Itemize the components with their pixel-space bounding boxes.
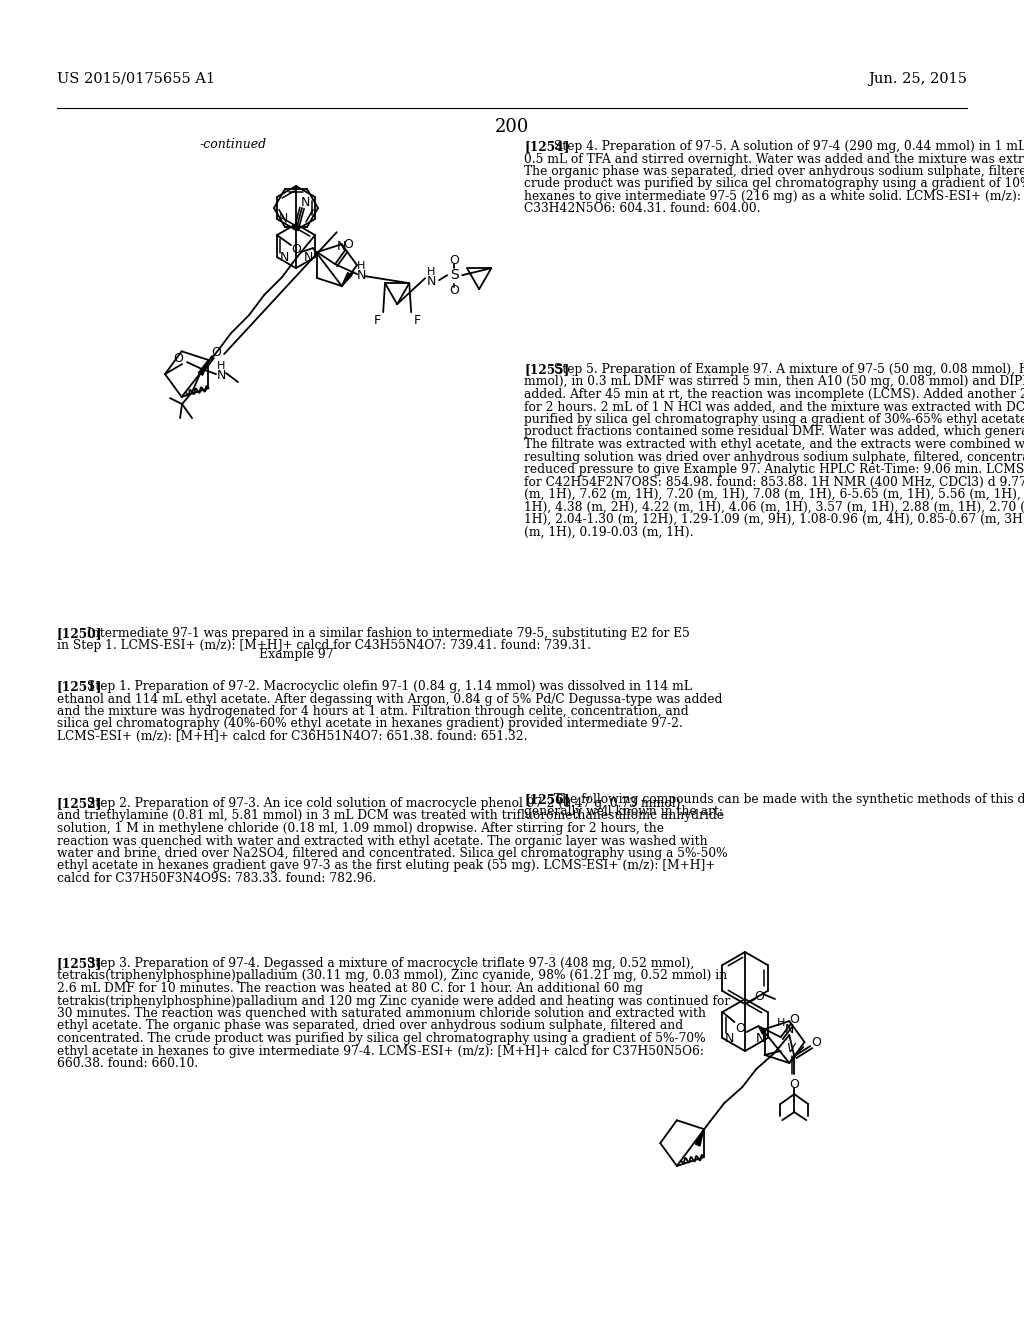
Text: H: H — [777, 1018, 785, 1028]
Text: [1253]: [1253] — [57, 957, 102, 970]
Text: water and brine, dried over Na2SO4, filtered and concentrated. Silica gel chroma: water and brine, dried over Na2SO4, filt… — [57, 847, 728, 861]
Text: O: O — [173, 351, 183, 364]
Text: N: N — [725, 1031, 734, 1044]
Text: added. After 45 min at rt, the reaction was incomplete (LCMS). Added another 20 : added. After 45 min at rt, the reaction … — [524, 388, 1024, 401]
Text: F: F — [374, 314, 381, 326]
Text: O: O — [450, 284, 459, 297]
Text: LCMS-ESI+ (m/z): [M+H]+ calcd for C36H51N4O7: 651.38. found: 651.32.: LCMS-ESI+ (m/z): [M+H]+ calcd for C36H51… — [57, 730, 527, 743]
Text: Example 97: Example 97 — [259, 648, 334, 661]
Text: N: N — [216, 368, 225, 381]
Text: calcd for C37H50F3N4O9S: 783.33. found: 782.96.: calcd for C37H50F3N4O9S: 783.33. found: … — [57, 873, 377, 884]
Text: and triethylamine (0.81 ml, 5.81 mmol) in 3 mL DCM was treated with trifluoromet: and triethylamine (0.81 ml, 5.81 mmol) i… — [57, 809, 724, 822]
Text: N: N — [337, 240, 346, 252]
Text: generally well known in the art:: generally well known in the art: — [524, 805, 723, 818]
Text: [1254]: [1254] — [524, 140, 569, 153]
Text: 660.38. found: 660.10.: 660.38. found: 660.10. — [57, 1057, 199, 1071]
Text: reaction was quenched with water and extracted with ethyl acetate. The organic l: reaction was quenched with water and ext… — [57, 834, 708, 847]
Text: Step 1. Preparation of 97-2. Macrocyclic olefin 97-1 (0.84 g, 1.14 mmol) was dis: Step 1. Preparation of 97-2. Macrocyclic… — [83, 680, 691, 693]
Text: tetrakis(triphenylphosphine)palladium and 120 mg Zinc cyanide were added and hea: tetrakis(triphenylphosphine)palladium an… — [57, 994, 730, 1007]
Text: H: H — [427, 267, 435, 277]
Polygon shape — [759, 1026, 767, 1034]
Text: ethyl acetate in hexanes gradient gave 97-3 as the first eluting peak (55 mg). L: ethyl acetate in hexanes gradient gave 9… — [57, 859, 716, 873]
Text: O: O — [450, 253, 459, 267]
Text: Step 5. Preparation of Example 97. A mixture of 97-5 (50 mg, 0.08 mmol), HATU (3: Step 5. Preparation of Example 97. A mix… — [550, 363, 1024, 376]
Text: The filtrate was extracted with ethyl acetate, and the extracts were combined wi: The filtrate was extracted with ethyl ac… — [524, 438, 1024, 451]
Text: tetrakis(triphenylphosphine)palladium (30.11 mg, 0.03 mmol), Zinc cyanide, 98% (: tetrakis(triphenylphosphine)palladium (3… — [57, 969, 727, 982]
Text: (m, 1H), 7.62 (m, 1H), 7.20 (m, 1H), 7.08 (m, 1H), 6-5.65 (m, 1H), 5.56 (m, 1H),: (m, 1H), 7.62 (m, 1H), 7.20 (m, 1H), 7.0… — [524, 488, 1024, 502]
Text: (m, 1H), 0.19-0.03 (m, 1H).: (m, 1H), 0.19-0.03 (m, 1H). — [524, 525, 693, 539]
Text: hexanes to give intermediate 97-5 (216 mg) as a white solid. LCMS-ESI+ (m/z): [M: hexanes to give intermediate 97-5 (216 m… — [524, 190, 1024, 203]
Text: S: S — [450, 268, 459, 282]
Text: The following compounds can be made with the synthetic methods of this disclosur: The following compounds can be made with… — [550, 793, 1024, 807]
Text: 200: 200 — [495, 117, 529, 136]
Text: N: N — [356, 269, 366, 281]
Text: for C42H54F2N7O8S: 854.98. found: 853.88. 1H NMR (400 MHz, CDCl3) d 9.77 (br s, : for C42H54F2N7O8S: 854.98. found: 853.88… — [524, 475, 1024, 488]
Polygon shape — [695, 1129, 703, 1146]
Text: O: O — [211, 346, 221, 359]
Text: 0.5 mL of TFA and stirred overnight. Water was added and the mixture was extract: 0.5 mL of TFA and stirred overnight. Wat… — [524, 153, 1024, 165]
Text: concentrated. The crude product was purified by silica gel chromatography using : concentrated. The crude product was puri… — [57, 1032, 706, 1045]
Text: US 2015/0175655 A1: US 2015/0175655 A1 — [57, 73, 215, 86]
Text: resulting solution was dried over anhydrous sodium sulphate, filtered, concentra: resulting solution was dried over anhydr… — [524, 450, 1024, 463]
Text: Step 4. Preparation of 97-5. A solution of 97-4 (290 mg, 0.44 mmol) in 1 mL DCM : Step 4. Preparation of 97-5. A solution … — [550, 140, 1024, 153]
Polygon shape — [342, 273, 352, 286]
Text: solution, 1 M in methylene chloride (0.18 ml, 1.09 mmol) dropwise. After stirrin: solution, 1 M in methylene chloride (0.1… — [57, 822, 664, 836]
Text: H: H — [357, 261, 366, 271]
Text: [1255]: [1255] — [524, 363, 569, 376]
Text: for 2 hours. 2 mL of 1 N HCl was added, and the mixture was extracted with DCM. : for 2 hours. 2 mL of 1 N HCl was added, … — [524, 400, 1024, 413]
Text: and the mixture was hydrogenated for 4 hours at 1 atm. Filtration through celite: and the mixture was hydrogenated for 4 h… — [57, 705, 688, 718]
Text: in Step 1. LCMS-ESI+ (m/z): [M+H]+ calcd for C43H55N4O7: 739.41. found: 739.31.: in Step 1. LCMS-ESI+ (m/z): [M+H]+ calcd… — [57, 639, 591, 652]
Text: O: O — [790, 1077, 799, 1090]
Text: -continued: -continued — [200, 139, 267, 150]
Text: silica gel chromatography (40%-60% ethyl acetate in hexanes gradient) provided i: silica gel chromatography (40%-60% ethyl… — [57, 718, 683, 730]
Text: N: N — [279, 213, 288, 226]
Text: mmol), in 0.3 mL DMF was stirred 5 min, then A10 (50 mg, 0.08 mmol) and DIPEA (0: mmol), in 0.3 mL DMF was stirred 5 min, … — [524, 375, 1024, 388]
Text: V: V — [786, 1043, 795, 1056]
Text: N: N — [426, 275, 436, 288]
Text: C33H42N5O6: 604.31. found: 604.00.: C33H42N5O6: 604.31. found: 604.00. — [524, 202, 761, 215]
Text: [1250]: [1250] — [57, 627, 102, 640]
Text: N: N — [784, 1023, 794, 1036]
Text: 1H), 4.38 (m, 2H), 4.22 (m, 1H), 4.06 (m, 1H), 3.57 (m, 1H), 2.88 (m, 1H), 2.70 : 1H), 4.38 (m, 2H), 4.22 (m, 1H), 4.06 (m… — [524, 500, 1024, 513]
Text: H: H — [217, 362, 225, 371]
Text: O: O — [735, 1022, 745, 1035]
Text: F: F — [414, 314, 421, 326]
Text: O: O — [790, 1012, 800, 1026]
Text: ethanol and 114 mL ethyl acetate. After degassing with Argon, 0.84 g of 5% Pd/C : ethanol and 114 mL ethyl acetate. After … — [57, 693, 722, 705]
Text: O: O — [343, 238, 353, 251]
Text: N: N — [300, 197, 309, 210]
Text: purified by silica gel chromatography using a gradient of 30%-65% ethyl acetate : purified by silica gel chromatography us… — [524, 413, 1024, 426]
Text: product fractions contained some residual DMF. Water was added, which generated : product fractions contained some residua… — [524, 425, 1024, 438]
Text: O: O — [291, 243, 301, 256]
Text: 30 minutes. The reaction was quenched with saturated ammonium chloride solution : 30 minutes. The reaction was quenched wi… — [57, 1007, 706, 1020]
Text: O: O — [811, 1036, 821, 1048]
Text: [1256]: [1256] — [524, 793, 569, 807]
Text: ethyl acetate in hexanes to give intermediate 97-4. LCMS-ESI+ (m/z): [M+H]+ calc: ethyl acetate in hexanes to give interme… — [57, 1044, 705, 1057]
Text: 1H), 2.04-1.30 (m, 12H), 1.29-1.09 (m, 9H), 1.08-0.96 (m, 4H), 0.85-0.67 (m, 3H): 1H), 2.04-1.30 (m, 12H), 1.29-1.09 (m, 9… — [524, 513, 1024, 525]
Text: N: N — [303, 251, 312, 264]
Text: ethyl acetate. The organic phase was separated, dried over anhydrous sodium sulp: ethyl acetate. The organic phase was sep… — [57, 1019, 683, 1032]
Text: [1252]: [1252] — [57, 797, 102, 810]
Text: N: N — [280, 251, 289, 264]
Polygon shape — [199, 360, 209, 375]
Text: Intermediate 97-1 was prepared in a similar fashion to intermediate 79-5, substi: Intermediate 97-1 was prepared in a simi… — [83, 627, 689, 640]
Text: The organic phase was separated, dried over anhydrous sodium sulphate, filtered : The organic phase was separated, dried o… — [524, 165, 1024, 178]
Text: N: N — [756, 1031, 765, 1044]
Text: crude product was purified by silica gel chromatography using a gradient of 10%-: crude product was purified by silica gel… — [524, 177, 1024, 190]
Text: 2.6 mL DMF for 10 minutes. The reaction was heated at 80 C. for 1 hour. An addit: 2.6 mL DMF for 10 minutes. The reaction … — [57, 982, 643, 995]
Text: Step 3. Preparation of 97-4. Degassed a mixture of macrocycle triflate 97-3 (408: Step 3. Preparation of 97-4. Degassed a … — [83, 957, 694, 970]
Text: Jun. 25, 2015: Jun. 25, 2015 — [868, 73, 967, 86]
Text: O: O — [754, 990, 764, 1002]
Text: reduced pressure to give Example 97. Analytic HPLC Ret-Time: 9.06 min. LCMS-ESI+: reduced pressure to give Example 97. Ana… — [524, 463, 1024, 477]
Text: Step 2. Preparation of 97-3. An ice cold solution of macrocycle phenol 97-2 (0.4: Step 2. Preparation of 97-3. An ice cold… — [83, 797, 680, 810]
Text: [1251]: [1251] — [57, 680, 102, 693]
